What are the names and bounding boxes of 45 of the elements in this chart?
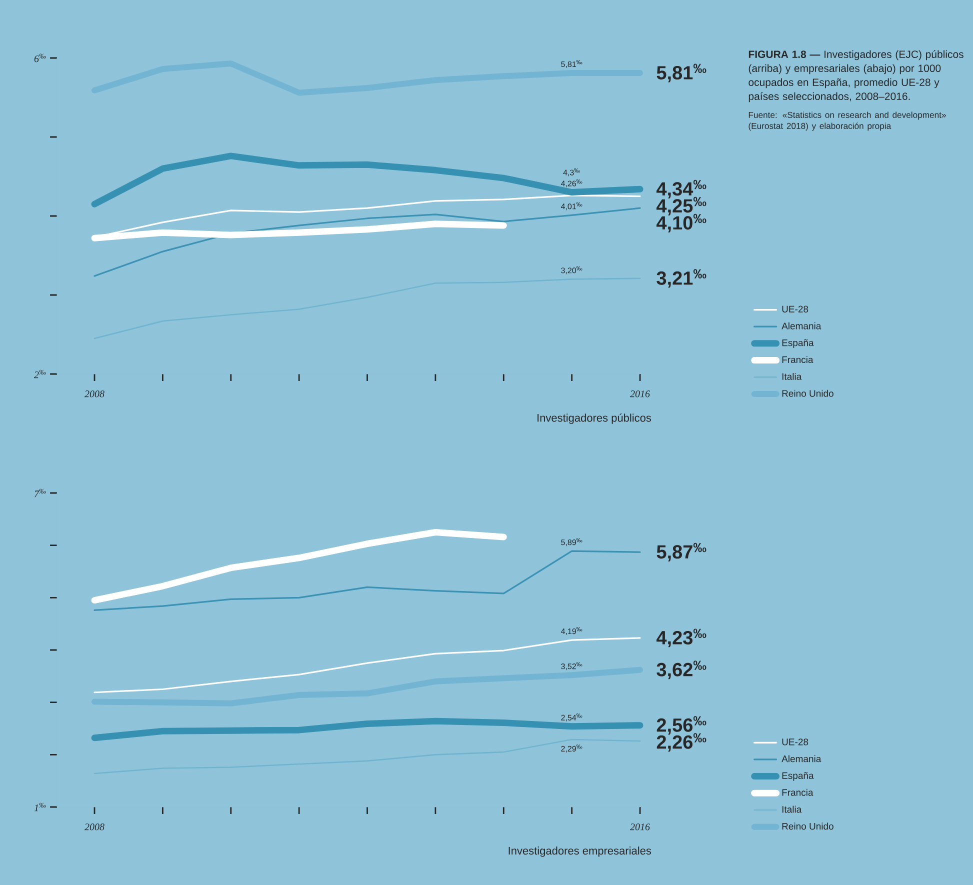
legend-label: Francia xyxy=(782,356,814,364)
y-tick-label: 7$^{‰}$ xyxy=(34,488,46,498)
source-note: Fuente: «Statistics on research and development» (Eurostat 2018) y elaboración propia xyxy=(748,112,946,131)
legend-label: Reino Unido xyxy=(782,822,834,830)
line-series xyxy=(94,278,641,340)
data-label: 2,54$^{‰}$ xyxy=(561,713,582,722)
x-tick-label: 2016 xyxy=(630,390,650,398)
data-label: 4,34$^{‰}$ xyxy=(656,180,706,198)
data-label: 5,81$^{‰}$ xyxy=(656,64,706,82)
data-label: 3,52$^{‰}$ xyxy=(561,662,582,670)
x-axis-title: Investigadores empresariales xyxy=(508,846,652,857)
legend-label: Francia xyxy=(782,788,814,796)
line-series xyxy=(94,550,641,612)
data-label: 5,81$^{‰}$ xyxy=(561,60,582,68)
data-label: 5,87$^{‰}$ xyxy=(656,542,706,562)
x-tick-label: 2008 xyxy=(84,824,104,830)
legend-label: España xyxy=(782,339,814,348)
legend-label: UE-28 xyxy=(782,738,808,746)
data-label: 2,26$^{‰}$ xyxy=(656,733,706,752)
legend-label: Reino Unido xyxy=(782,390,834,397)
x-axis-title: Investigadores públicos xyxy=(538,414,652,424)
data-label: 4,01$^{‰}$ xyxy=(560,202,582,210)
data-label: 4,26$^{‰}$ xyxy=(560,179,582,188)
legend-label: Alemania xyxy=(782,322,822,330)
legend-label: Italia xyxy=(782,372,802,380)
x-tick-label: 2008 xyxy=(84,390,104,398)
data-label: 4,19$^{‰}$ xyxy=(560,627,582,636)
legend-label: UE-28 xyxy=(782,306,808,312)
legend-label: Italia xyxy=(782,806,802,813)
data-label: 3,62$^{‰}$ xyxy=(656,660,706,680)
x-tick-label: 2016 xyxy=(630,824,650,830)
data-label: 2,29$^{‰}$ xyxy=(561,744,582,752)
line-series xyxy=(94,637,641,694)
data-label: 4,25$^{‰}$ xyxy=(656,196,706,216)
y-tick-label: 6$^{‰}$ xyxy=(34,54,46,62)
data-label: 5,89$^{‰}$ xyxy=(561,538,582,546)
data-label: 3,20$^{‰}$ xyxy=(561,266,582,274)
data-label: 4,3$^{‰}$ xyxy=(563,168,580,176)
legend-label: Alemania xyxy=(782,755,822,762)
legend-label: España xyxy=(782,772,814,781)
data-label: 3,21$^{‰}$ xyxy=(656,269,706,288)
y-tick-label: 2$^{‰}$ xyxy=(34,370,46,378)
data-label: 4,23$^{‰}$ xyxy=(656,628,706,648)
y-tick-label: 1$^{‰}$ xyxy=(34,802,46,812)
text: FIGURA 1.8 — Investigadores (EJC) públicos (arriba) y empresariales (abajo) por 1000 ocupados en España, promedio UE-28 y países seleccionados, 2008–2016. xyxy=(748,50,964,102)
